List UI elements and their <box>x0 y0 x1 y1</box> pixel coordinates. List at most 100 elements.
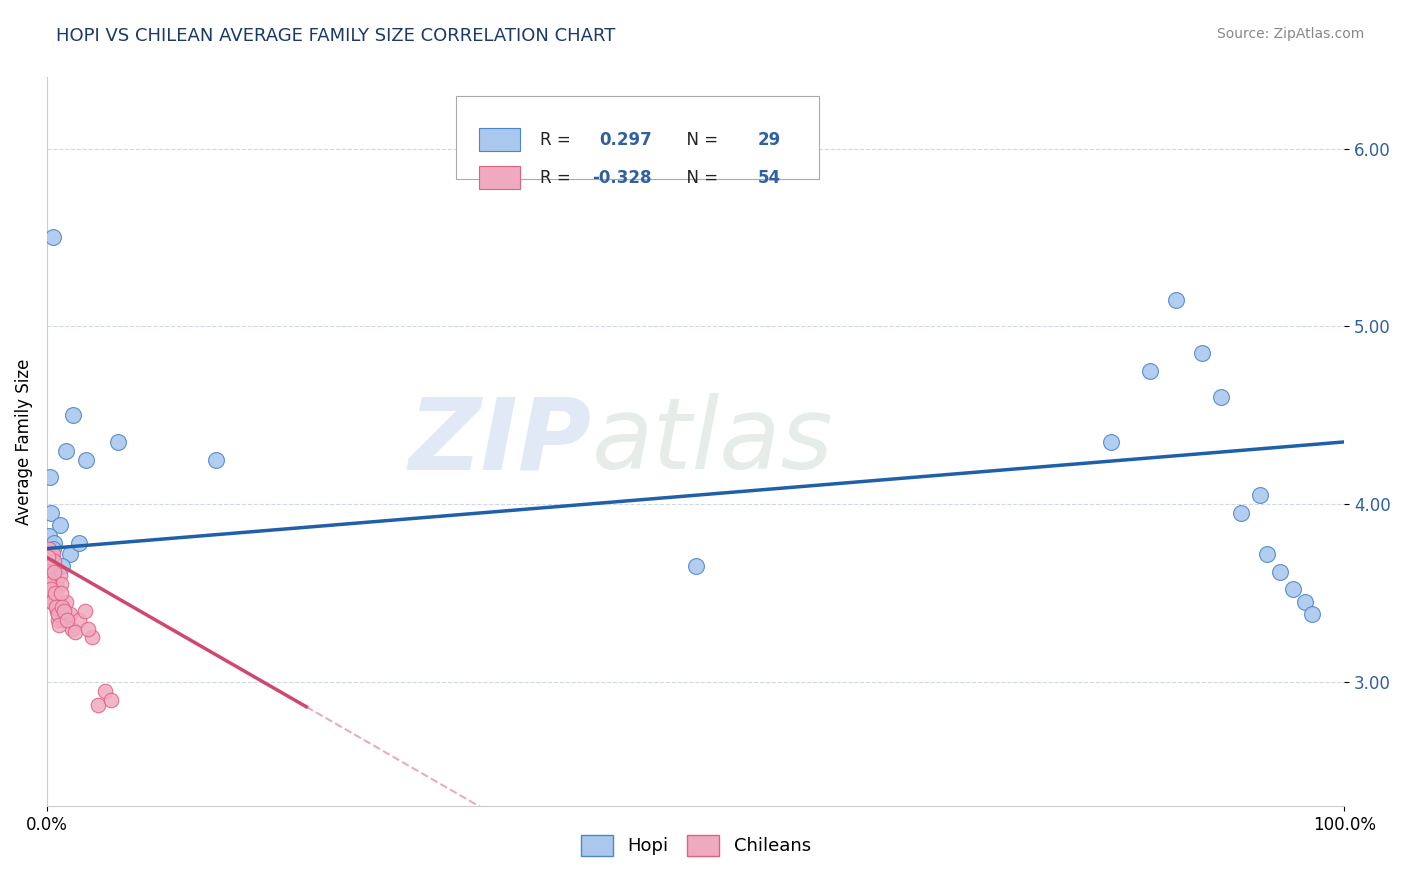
Point <box>37 547 59 561</box>
Point <box>37 559 59 574</box>
Point <box>87 698 110 712</box>
Text: 0.297: 0.297 <box>599 131 652 149</box>
Point <box>37 559 59 574</box>
Point <box>38 529 60 543</box>
Point <box>49 518 72 533</box>
Text: Source: ZipAtlas.com: Source: ZipAtlas.com <box>1216 27 1364 41</box>
Text: 54: 54 <box>758 169 782 186</box>
Point <box>37 554 59 568</box>
Point <box>52 613 75 627</box>
Point <box>55 595 77 609</box>
Point <box>39 550 62 565</box>
Point <box>37 568 59 582</box>
Point <box>76 622 98 636</box>
Point <box>75 604 97 618</box>
Point <box>39 470 62 484</box>
Point <box>41 595 63 609</box>
Point <box>46 604 69 618</box>
Point <box>42 565 65 579</box>
Text: N =: N = <box>676 169 724 186</box>
Point <box>46 613 69 627</box>
Point <box>45 577 67 591</box>
Point <box>41 506 63 520</box>
Point <box>44 554 66 568</box>
Point <box>39 582 62 597</box>
Text: HOPI VS CHILEAN AVERAGE FAMILY SIZE CORRELATION CHART: HOPI VS CHILEAN AVERAGE FAMILY SIZE CORR… <box>56 27 616 45</box>
Point <box>49 577 72 591</box>
Point <box>55 443 77 458</box>
Point <box>67 613 90 627</box>
Point <box>42 547 65 561</box>
Point <box>59 547 82 561</box>
Point <box>38 568 60 582</box>
Point <box>38 541 60 556</box>
Point <box>63 625 86 640</box>
Point <box>38 559 60 574</box>
Point <box>39 590 62 604</box>
Text: atlas: atlas <box>592 393 834 491</box>
Point <box>45 600 67 615</box>
Point <box>1295 595 1317 609</box>
Point <box>38 572 60 586</box>
Legend: Hopi, Chileans: Hopi, Chileans <box>574 828 818 863</box>
Point <box>1256 547 1278 561</box>
Point <box>39 550 62 565</box>
Bar <box>479 128 520 152</box>
Point <box>1268 565 1291 579</box>
Point <box>37 550 59 565</box>
Point <box>51 604 73 618</box>
Point <box>1249 488 1271 502</box>
Point <box>107 434 129 449</box>
Point <box>38 565 60 579</box>
Point <box>42 541 65 556</box>
Point <box>685 559 707 574</box>
Point <box>1139 364 1161 378</box>
Point <box>42 230 65 244</box>
Point <box>51 600 73 615</box>
Point <box>41 595 63 609</box>
Point <box>39 590 62 604</box>
Point <box>1229 506 1251 520</box>
Point <box>51 559 73 574</box>
Point <box>60 622 83 636</box>
Point <box>100 692 122 706</box>
Point <box>204 452 226 467</box>
Text: 29: 29 <box>758 131 782 149</box>
Point <box>67 536 90 550</box>
FancyBboxPatch shape <box>456 95 818 179</box>
Point <box>1099 434 1122 449</box>
Bar <box>479 166 520 189</box>
Point <box>1191 346 1213 360</box>
Point <box>58 607 80 622</box>
Point <box>51 586 73 600</box>
Point <box>39 559 62 574</box>
Point <box>39 586 62 600</box>
Text: -0.328: -0.328 <box>592 169 651 186</box>
Text: R =: R = <box>540 131 581 149</box>
Point <box>41 586 63 600</box>
Point <box>56 613 79 627</box>
Point <box>48 618 70 632</box>
Point <box>1164 293 1187 307</box>
Point <box>38 577 60 591</box>
Point <box>1281 582 1303 597</box>
Point <box>62 409 84 423</box>
Text: N =: N = <box>676 131 724 149</box>
Point <box>37 550 59 565</box>
Text: ZIP: ZIP <box>409 393 592 491</box>
Point <box>42 536 65 550</box>
Point <box>38 572 60 586</box>
Point <box>80 631 103 645</box>
Point <box>1301 607 1323 622</box>
Point <box>93 683 115 698</box>
Point <box>44 586 66 600</box>
Point <box>38 577 60 591</box>
Point <box>39 582 62 597</box>
Y-axis label: Average Family Size: Average Family Size <box>15 359 32 525</box>
Point <box>46 607 69 622</box>
Point <box>75 452 97 467</box>
Point <box>1211 391 1233 405</box>
Point <box>48 568 70 582</box>
Point <box>53 604 76 618</box>
Text: R =: R = <box>540 169 576 186</box>
